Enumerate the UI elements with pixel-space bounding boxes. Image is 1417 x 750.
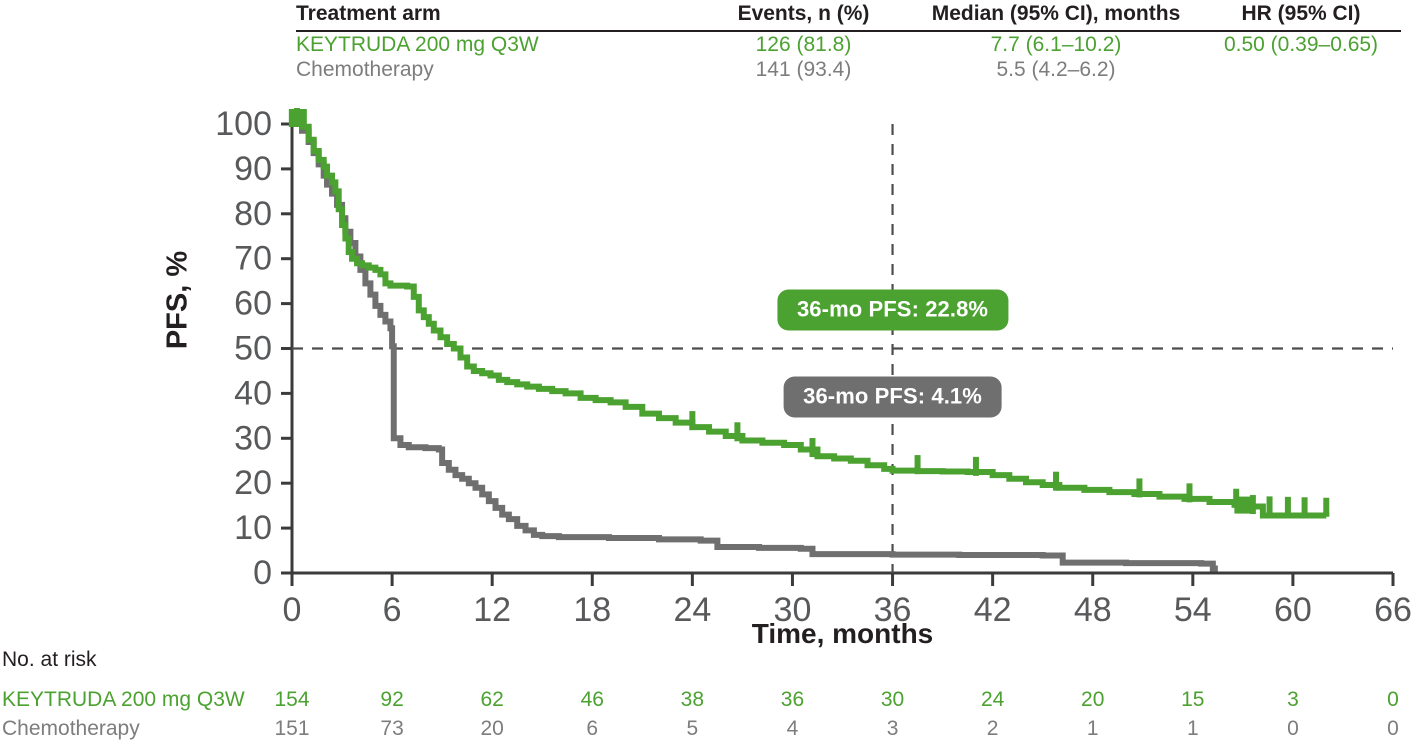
risk-value: 73 — [380, 717, 404, 740]
summary-cell-arm: KEYTRUDA 200 mg Q3W — [296, 33, 539, 56]
risk-value: 15 — [1181, 688, 1205, 711]
x-axis-tick-label: 24 — [673, 591, 711, 629]
x-axis-tick-label: 48 — [1074, 591, 1112, 629]
plot-survival-curves — [292, 121, 1330, 572]
risk-value: 92 — [380, 688, 404, 711]
risk-value: 5 — [686, 717, 699, 740]
risk-table-title: No. at risk — [2, 648, 97, 671]
summary-header-hr: HR (95% CI) — [1201, 2, 1401, 32]
summary-row-chemotherapy: Chemotherapy 141 (93.4) 5.5 (4.2–6.2) — [296, 57, 1401, 82]
x-axis-tick-label: 42 — [974, 591, 1012, 629]
risk-value: 24 — [980, 688, 1005, 711]
risk-value: 1 — [1186, 717, 1199, 740]
y-axis-tick-label: 20 — [234, 464, 272, 502]
survival-curve-keytruda — [292, 121, 1330, 519]
risk-value: 151 — [274, 717, 310, 740]
risk-value: 46 — [580, 688, 604, 711]
survival-curve-chemotherapy — [292, 121, 1218, 572]
risk-value: 0 — [1387, 688, 1399, 711]
y-axis-tick-label: 70 — [234, 240, 272, 278]
summary-header-median: Median (95% CI), months — [911, 2, 1201, 32]
summary-cell-events: 141 (93.4) — [755, 58, 852, 81]
risk-value: 154 — [274, 688, 310, 711]
y-axis-tick-label: 90 — [234, 150, 272, 188]
y-axis-tick-label: 80 — [234, 195, 272, 233]
summary-cell-median: 7.7 (6.1–10.2) — [990, 33, 1122, 56]
risk-value: 38 — [680, 688, 705, 711]
risk-value: 0 — [1287, 717, 1299, 740]
risk-value: 3 — [886, 717, 899, 740]
censor-block — [1234, 496, 1252, 514]
x-axis-tick-label: 30 — [774, 591, 812, 629]
x-axis-tick-label: 36 — [874, 591, 912, 629]
risk-value: 62 — [480, 688, 504, 711]
risk-row-keytruda: KEYTRUDA 200 mg Q3W 154 92 62 46 38 36 30 24 20 1… — [0, 688, 1417, 717]
summary-row-keytruda: KEYTRUDA 200 mg Q3W 126 (81.8) 7.7 (6.1–… — [296, 31, 1401, 57]
y-axis-tick-label: 0 — [253, 554, 272, 592]
y-axis-tick-label: 50 — [234, 330, 272, 368]
x-axis-tick-label: 12 — [473, 591, 511, 629]
risk-row-chemotherapy: Chemotherapy 151 73 20 6 5 4 3 2 1 1 0 0 — [0, 717, 1417, 746]
risk-value: 4 — [786, 717, 799, 740]
plot-axes — [281, 118, 1395, 586]
plot-tick-labels: 0 10 20 30 40 50 60 70 80 90 100 0 6 12 18 24 30 36 42 48 54… — [215, 105, 1412, 629]
x-axis-tick-label: 66 — [1374, 591, 1412, 629]
summary-cell-arm: Chemotherapy — [296, 58, 434, 81]
summary-cell-events: 126 (81.8) — [755, 33, 852, 56]
x-axis-tick-label: 6 — [383, 591, 402, 629]
risk-value: 1 — [1086, 717, 1099, 740]
pfs-callout-keytruda: 36-mo PFS: 22.8% — [776, 289, 1009, 331]
y-axis-tick-label: 100 — [215, 105, 272, 143]
risk-value: 3 — [1287, 688, 1299, 711]
risk-value: 0 — [1387, 717, 1399, 740]
plot-reference-lines — [292, 124, 1393, 573]
summary-header-events: Events, n (%) — [696, 2, 911, 32]
risk-value: 30 — [880, 688, 905, 711]
summary-header-row: Treatment arm Events, n (%) Median (95% … — [296, 2, 1401, 32]
summary-cell-median: 5.5 (4.2–6.2) — [996, 58, 1116, 81]
risk-value: 2 — [986, 717, 999, 740]
y-axis-tick-label: 10 — [234, 509, 272, 547]
summary-statistics-table: Treatment arm Events, n (%) Median (95% … — [296, 2, 1401, 82]
summary-header-treatment-arm: Treatment arm — [296, 2, 696, 32]
censor-block — [288, 109, 307, 127]
number-at-risk-table: KEYTRUDA 200 mg Q3W 154 92 62 46 38 36 30 24 20 1… — [0, 688, 1417, 746]
summary-cell-hr: 0.50 (0.39–0.65) — [1223, 33, 1379, 56]
risk-value: 36 — [780, 688, 805, 711]
y-axis-tick-label: 40 — [234, 374, 272, 412]
risk-row-label: Chemotherapy — [2, 717, 140, 740]
y-axis-tick-label: 60 — [234, 285, 272, 323]
risk-value: 20 — [1081, 688, 1105, 711]
plot-censor-marks — [288, 108, 1330, 517]
risk-value: 6 — [586, 717, 599, 740]
y-axis-title: PFS, % — [161, 250, 194, 350]
x-axis-tick-label: 60 — [1274, 591, 1312, 629]
y-axis-tick-label: 30 — [234, 419, 272, 457]
x-axis-title: Time, months — [751, 618, 934, 649]
risk-value: 20 — [480, 717, 504, 740]
pfs-callout-chemotherapy: 36-mo PFS: 4.1% — [783, 376, 1002, 418]
x-axis-tick-label: 0 — [283, 591, 302, 629]
risk-row-label: KEYTRUDA 200 mg Q3W — [2, 688, 245, 711]
x-axis-tick-label: 18 — [573, 591, 611, 629]
x-axis-tick-label: 54 — [1174, 591, 1212, 629]
summary-table-element: Treatment arm Events, n (%) Median (95% … — [296, 2, 1401, 82]
